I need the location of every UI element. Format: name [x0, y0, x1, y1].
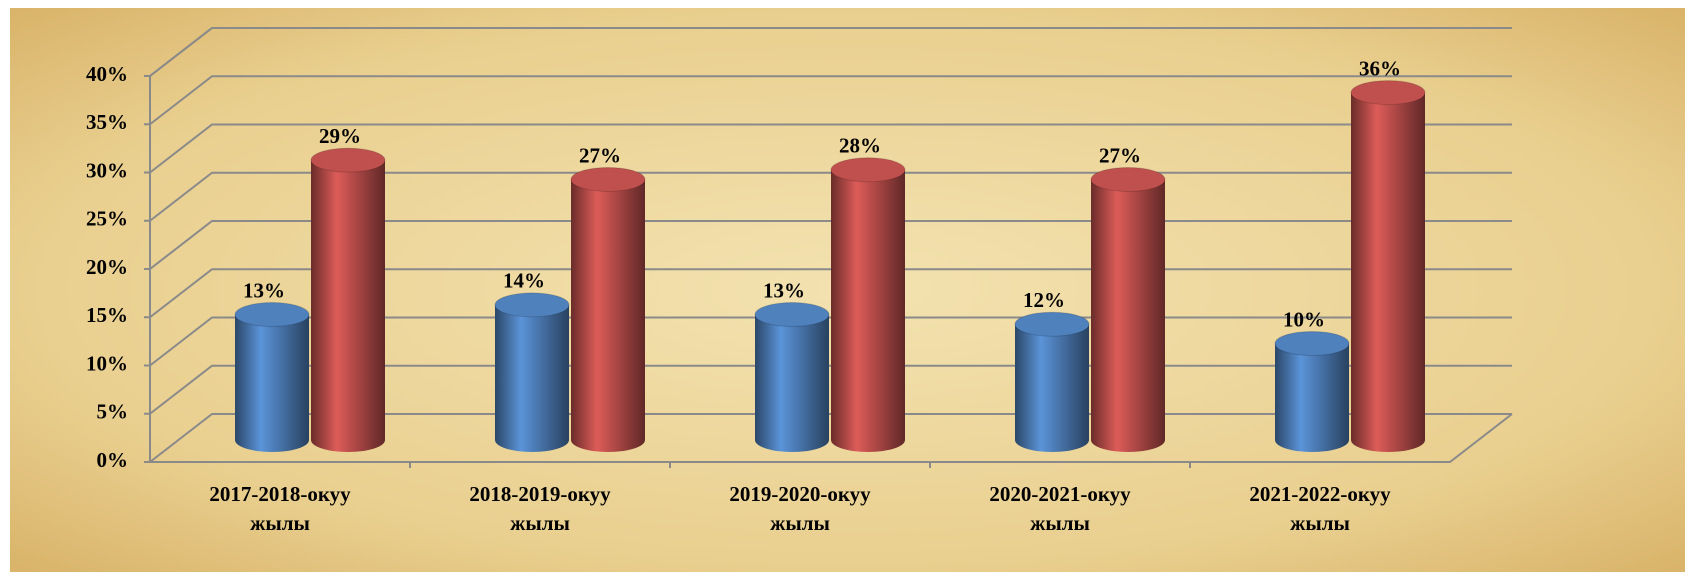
cylinder [830, 157, 906, 452]
y-tick-label: 15% [86, 303, 128, 327]
y-tick-label: 35% [86, 110, 128, 134]
y-tick-label: 10% [86, 351, 128, 375]
value-label: 14% [503, 269, 545, 293]
cylinder [494, 292, 570, 452]
cylinder [1090, 166, 1166, 452]
cylinder-top [1274, 331, 1350, 356]
cylinder-top [1350, 80, 1426, 106]
cylinder-body [1351, 92, 1425, 440]
value-label: 27% [579, 143, 621, 167]
cylinder [1274, 331, 1350, 452]
grid-line [149, 75, 1512, 126]
y-tick-label: 40% [86, 62, 128, 86]
cylinder-top [310, 147, 386, 173]
cylinder-top [1014, 311, 1090, 337]
cylinder-body [831, 169, 905, 441]
cylinder-body [755, 314, 829, 440]
cylinder [1350, 80, 1426, 452]
cylinder-top [494, 292, 570, 318]
x-tick-label: 2020-2021-окуу жылы [989, 482, 1131, 535]
cylinder-top [234, 302, 310, 328]
value-label: 28% [839, 134, 881, 158]
cylinder-body [1275, 343, 1349, 440]
cylinder-top [830, 157, 906, 183]
y-tick-label: 25% [86, 207, 128, 231]
grid-line [149, 27, 1512, 77]
floor-edge [150, 413, 1513, 463]
x-tick-label: 2018-2019-окуу жылы [469, 482, 611, 535]
cylinder [310, 147, 386, 452]
cylinder-top [754, 302, 830, 328]
y-tick-label: 20% [86, 255, 128, 279]
cylinder [1014, 311, 1090, 452]
cylinder-body [1015, 324, 1089, 440]
value-label: 13% [243, 278, 285, 302]
value-label: 13% [763, 278, 805, 302]
cylinder [570, 166, 646, 452]
value-label: 29% [319, 124, 361, 148]
y-tick-label: 30% [86, 158, 128, 182]
value-label: 27% [1099, 143, 1141, 167]
y-tick-label: 5% [97, 400, 129, 424]
cylinder-body [235, 314, 309, 440]
grid-line [149, 123, 1512, 174]
x-tick-label: 2019-2020-окуу жылы [729, 482, 871, 535]
grid-line [149, 171, 1512, 222]
cylinder-top [1090, 166, 1166, 192]
value-label: 12% [1023, 288, 1065, 312]
cylinder-top [570, 166, 646, 192]
cylinder [754, 302, 830, 452]
cylinder-body [311, 160, 385, 440]
cylinder [234, 302, 310, 452]
grid-line [149, 268, 1512, 319]
cylinder-body [571, 179, 645, 440]
x-tick-label: 2021-2022-окуу жылы [1249, 482, 1391, 535]
cylinder-body [495, 304, 569, 440]
value-label: 10% [1283, 307, 1325, 331]
grid-line [149, 220, 1512, 270]
value-label: 36% [1359, 56, 1401, 80]
x-tick-label: 2017-2018-окуу жылы [209, 482, 351, 535]
cylinder-body [1091, 179, 1165, 440]
y-tick-label: 0% [97, 448, 129, 472]
